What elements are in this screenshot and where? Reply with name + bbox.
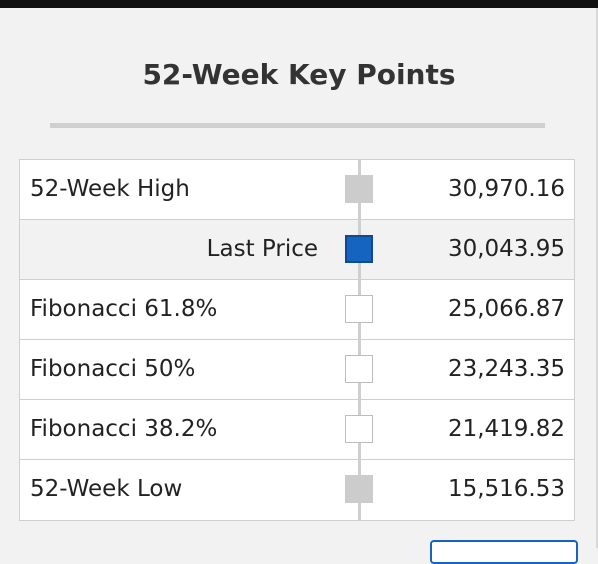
top-bar — [0, 0, 598, 8]
marker — [345, 235, 373, 263]
edge — [596, 8, 598, 548]
panel-title: 52-Week Key Points — [142, 58, 456, 91]
row-value: 23,243.35 — [447, 356, 565, 382]
table-row: Fibonacci 50% 23,243.35 — [20, 340, 574, 400]
row-label: Fibonacci 50% — [30, 356, 196, 382]
row-label: Last Price — [206, 236, 318, 262]
marker — [345, 175, 373, 203]
marker — [345, 295, 373, 323]
row-label: Fibonacci 38.2% — [30, 416, 218, 442]
row-label: Fibonacci 61.8% — [30, 296, 218, 322]
table-row: Fibonacci 38.2% 21,419.82 — [20, 400, 574, 460]
row-value: 15,516.53 — [447, 476, 565, 502]
marker — [345, 475, 373, 503]
table-row: 52-Week High 30,970.16 — [20, 160, 574, 220]
row-value: 30,043.95 — [447, 236, 565, 262]
row-value: 30,970.16 — [447, 176, 565, 202]
table-row: 52-Week Low 15,516.53 — [20, 460, 574, 520]
row-value: 21,419.82 — [447, 416, 565, 442]
row-label: 52-Week High — [30, 176, 190, 202]
marker — [345, 415, 373, 443]
row-value: 25,066.87 — [447, 296, 565, 322]
button[interactable] — [430, 540, 578, 564]
table-row: Fibonacci 61.8% 25,066.87 — [20, 280, 574, 340]
key-points-table: 52-Week High 30,970.16 Last Price 30,043… — [19, 159, 575, 521]
marker — [345, 355, 373, 383]
row-label: 52-Week Low — [30, 476, 183, 502]
title-rule — [50, 123, 545, 128]
table-row: Last Price 30,043.95 — [20, 220, 574, 280]
